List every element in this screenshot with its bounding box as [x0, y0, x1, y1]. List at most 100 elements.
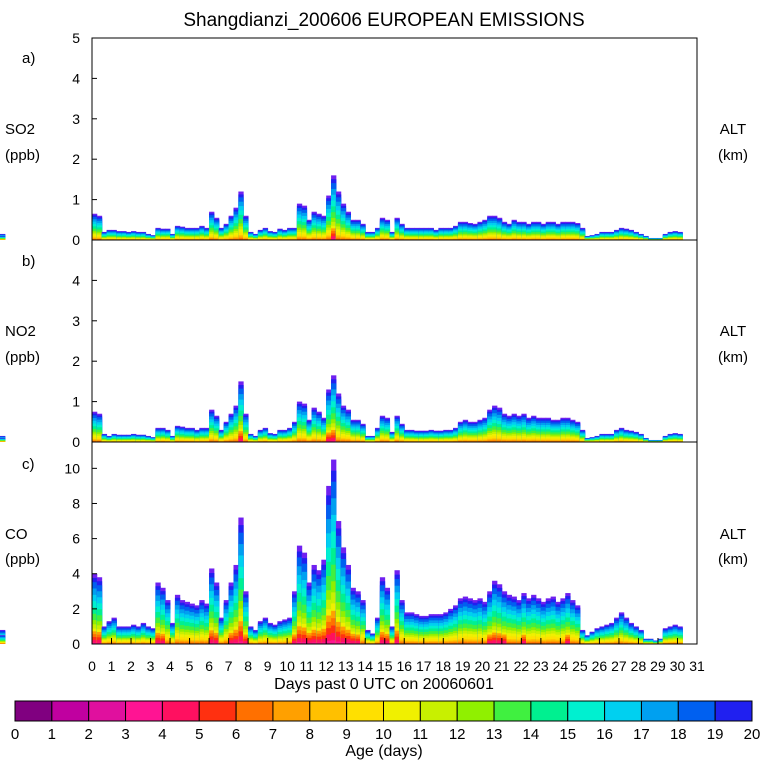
data-bar: [565, 221, 571, 240]
y-tick-label: 4: [72, 272, 80, 288]
data-bar: [462, 419, 469, 442]
age-band-3: [331, 238, 337, 240]
data-bar: [355, 419, 361, 442]
data-bar: [243, 591, 249, 644]
data-bar: [277, 228, 283, 240]
data-bar: [535, 417, 542, 442]
data-bar: [374, 427, 381, 442]
data-bar: [228, 582, 234, 644]
data-bar: [277, 429, 283, 442]
data-bar: [272, 231, 278, 240]
age-band-4: [296, 638, 303, 644]
data-bar: [145, 435, 151, 442]
data-bar: [170, 435, 176, 442]
data-bar: [233, 564, 239, 644]
data-bar: [433, 229, 439, 240]
data-bar: [184, 601, 190, 644]
data-bar: [301, 205, 308, 240]
data-bar: [614, 429, 620, 442]
age-band-6: [511, 440, 517, 442]
data-bar: [453, 427, 459, 442]
data-bar: [301, 403, 308, 442]
age-band-4: [301, 638, 308, 644]
data-bar: [209, 568, 215, 644]
data-bar: [409, 227, 415, 240]
data-bar: [467, 223, 473, 240]
age-band-6: [487, 440, 493, 442]
age-band-3: [233, 642, 239, 644]
data-bar: [438, 227, 444, 240]
data-bar: [594, 233, 600, 240]
age-band-6: [233, 238, 239, 240]
data-bar: [516, 221, 522, 240]
data-bar: [609, 231, 615, 240]
data-bar: [638, 433, 644, 442]
data-bar: [223, 421, 230, 442]
data-bar: [667, 231, 674, 240]
data-bar: [0, 437, 6, 442]
data-bar: [335, 393, 342, 442]
data-bar: [131, 231, 137, 240]
data-bar: [253, 233, 259, 240]
data-bar: [160, 427, 166, 442]
data-bar: [189, 603, 195, 644]
data-bar: [272, 624, 278, 644]
age-band-6: [92, 238, 98, 240]
age-band-4: [243, 640, 249, 644]
data-bar: [301, 552, 308, 644]
data-bar: [672, 433, 678, 442]
data-bar: [457, 221, 464, 240]
data-bar: [174, 594, 181, 644]
data-bar: [365, 435, 371, 442]
data-bar: [487, 409, 493, 442]
data-bar: [487, 215, 493, 240]
data-bar: [379, 217, 386, 240]
age-band-4: [228, 640, 234, 644]
data-bar: [340, 203, 347, 240]
age-band-3: [92, 642, 98, 644]
data-bar: [262, 227, 269, 240]
age-band-4: [209, 639, 215, 644]
age-band-6: [194, 642, 200, 644]
y-tick-label: 2: [72, 151, 80, 167]
data-bar: [218, 617, 225, 644]
age-band-4: [238, 438, 244, 442]
data-bar: [506, 223, 512, 240]
data-bar: [106, 229, 112, 240]
age-band-6: [165, 642, 171, 644]
data-bar: [326, 195, 332, 240]
data-bar: [101, 231, 108, 240]
y-tick-label: 3: [72, 111, 80, 127]
data-bar: [199, 225, 205, 240]
data-bar: [316, 411, 322, 442]
data-bar: [218, 429, 225, 442]
data-bar: [492, 405, 498, 442]
data-bar: [179, 426, 186, 442]
data-bar: [165, 429, 171, 442]
data-bar: [623, 429, 630, 442]
data-bar: [257, 621, 264, 644]
data-bar: [531, 221, 537, 240]
data-bar: [428, 429, 434, 442]
age-band-6: [531, 440, 537, 442]
data-bar: [643, 437, 649, 442]
data-bar: [174, 425, 181, 442]
age-band-6: [179, 642, 186, 644]
data-bar: [194, 429, 200, 442]
data-bar: [472, 421, 478, 442]
age-band-4: [92, 639, 98, 644]
age-band-6: [316, 238, 322, 240]
data-bar: [223, 600, 230, 644]
data-bar: [204, 427, 210, 442]
age-band-4: [238, 636, 244, 644]
y-tick-label: 0: [72, 434, 80, 450]
data-bar: [321, 417, 327, 442]
y-tick-label: 0: [72, 232, 80, 248]
data-bar: [0, 235, 6, 240]
data-bar: [511, 413, 517, 442]
age-band-6: [516, 440, 522, 442]
data-bar: [140, 434, 147, 442]
data-bar: [165, 228, 171, 240]
data-bar: [248, 626, 254, 644]
data-bar: [184, 227, 190, 240]
